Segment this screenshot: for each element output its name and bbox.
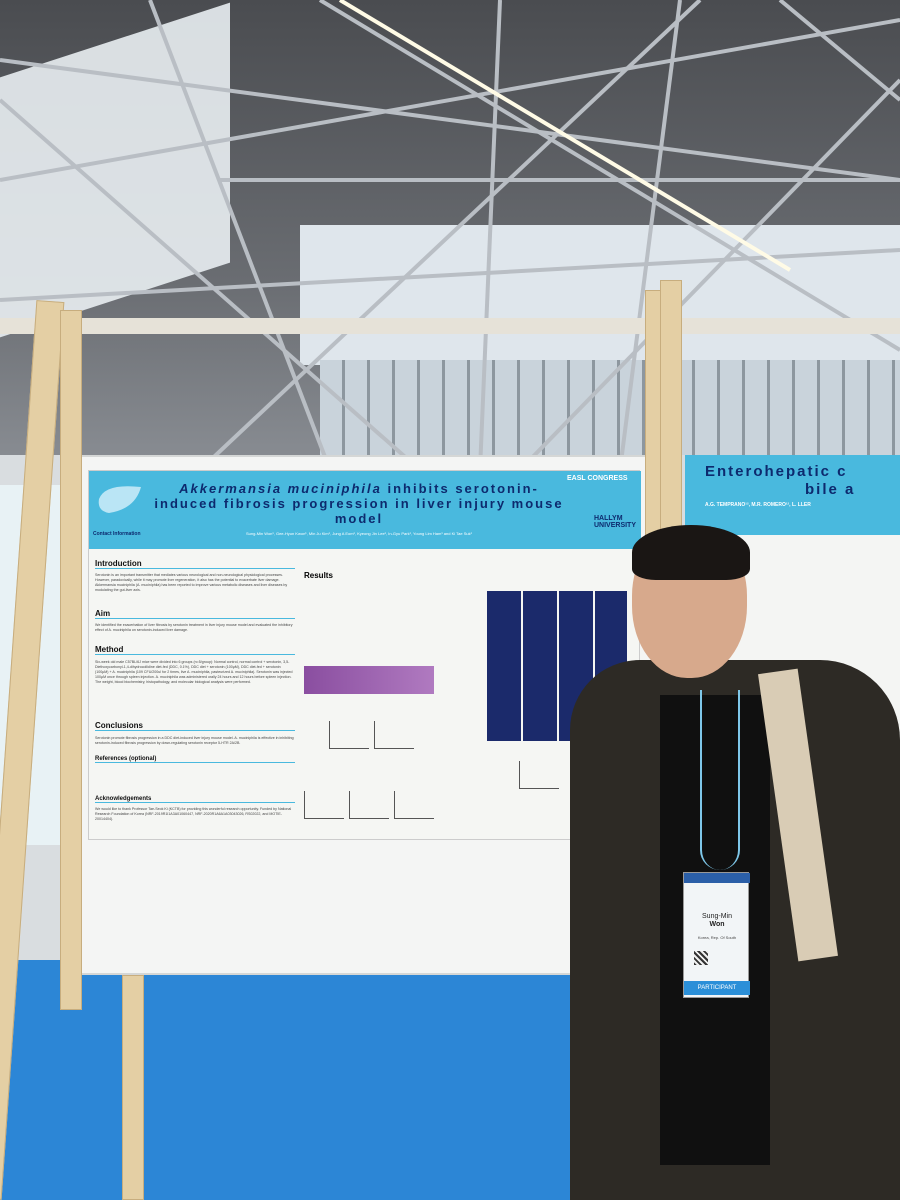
section-aim: Aim [95,609,295,619]
congress-logo: EASL CONGRESS [567,475,628,482]
title-rest: inhibits serotonin-induced fibrosis prog… [154,481,564,526]
text-introduction: Serotonin is an important transmitter th… [95,573,288,592]
title-line: bile a [805,481,856,498]
right-poster-authors: A.G. TEMPRANO¹², M.R. ROMERO¹², L. LLER [705,502,811,508]
poster-title: Akkermansia muciniphila inhibits seroton… [149,481,569,526]
university-logo: HALLYM UNIVERSITY [594,515,637,529]
poster-authors: Sung-Min Won¹, Gee-Hyun Kwon¹, Min Ju Ki… [246,531,472,536]
section-introduction: Introduction [95,559,295,569]
section-method: Method [95,645,295,655]
bar-chart-figure [329,721,369,749]
text-method: Six-week old male C57BL/6J mice were div… [95,660,293,684]
text-conclusions: Serotonin promote fibrosis progression i… [95,736,294,745]
bar-chart-figure [519,761,559,789]
title-species: Akkermansia muciniphila [179,481,382,496]
section-references: References (optional) [95,756,295,763]
text-acknowledgements: We would like to thank Professor Tae-Seo… [95,807,292,821]
right-poster-header: Enterohepatic c bile a A.G. TEMPRANO¹², M… [685,455,900,535]
name-badge: Sung-Min Won Korea, Rep. Of South PARTICI… [683,872,750,998]
bar-chart-figure [374,721,414,749]
lanyard [700,690,740,870]
ceiling-truss [0,0,900,470]
badge-first-name: Sung-Min [702,913,732,920]
easel-post [660,280,682,540]
contact-info: Contact Information [93,531,141,537]
section-conclusions: Conclusions [95,721,295,731]
poster: Akkermansia muciniphila inhibits seroton… [88,470,641,840]
crossbeam [0,318,900,334]
ceiling [0,0,900,470]
easel-leg [122,975,144,1200]
badge-role: PARTICIPANT [684,981,750,995]
histology-figure [304,666,434,694]
section-acknowledgements: Acknowledgements [95,796,295,803]
ceiling-light [338,0,792,272]
text-aim: We identified the exacerbation of liver … [95,623,293,632]
qr-code-icon [694,951,708,965]
section-results: Results [304,571,333,580]
skylight [300,225,900,365]
badge-last-name: Won [709,921,725,928]
person-hair [632,525,750,580]
badge-name: Sung-Min Won [684,913,750,929]
liver-logo-icon [98,486,141,513]
poster-header: Akkermansia muciniphila inhibits seroton… [89,471,641,549]
badge-affiliation: Korea, Rep. Of South [697,935,737,940]
title-line: Enterohepatic c [705,463,848,480]
right-poster-title: Enterohepatic c bile a [705,463,855,499]
easel-post [60,310,82,1010]
bar-chart-figure [349,791,389,819]
badge-header [684,873,750,883]
bar-chart-figure [304,791,344,819]
bar-chart-figure [394,791,434,819]
